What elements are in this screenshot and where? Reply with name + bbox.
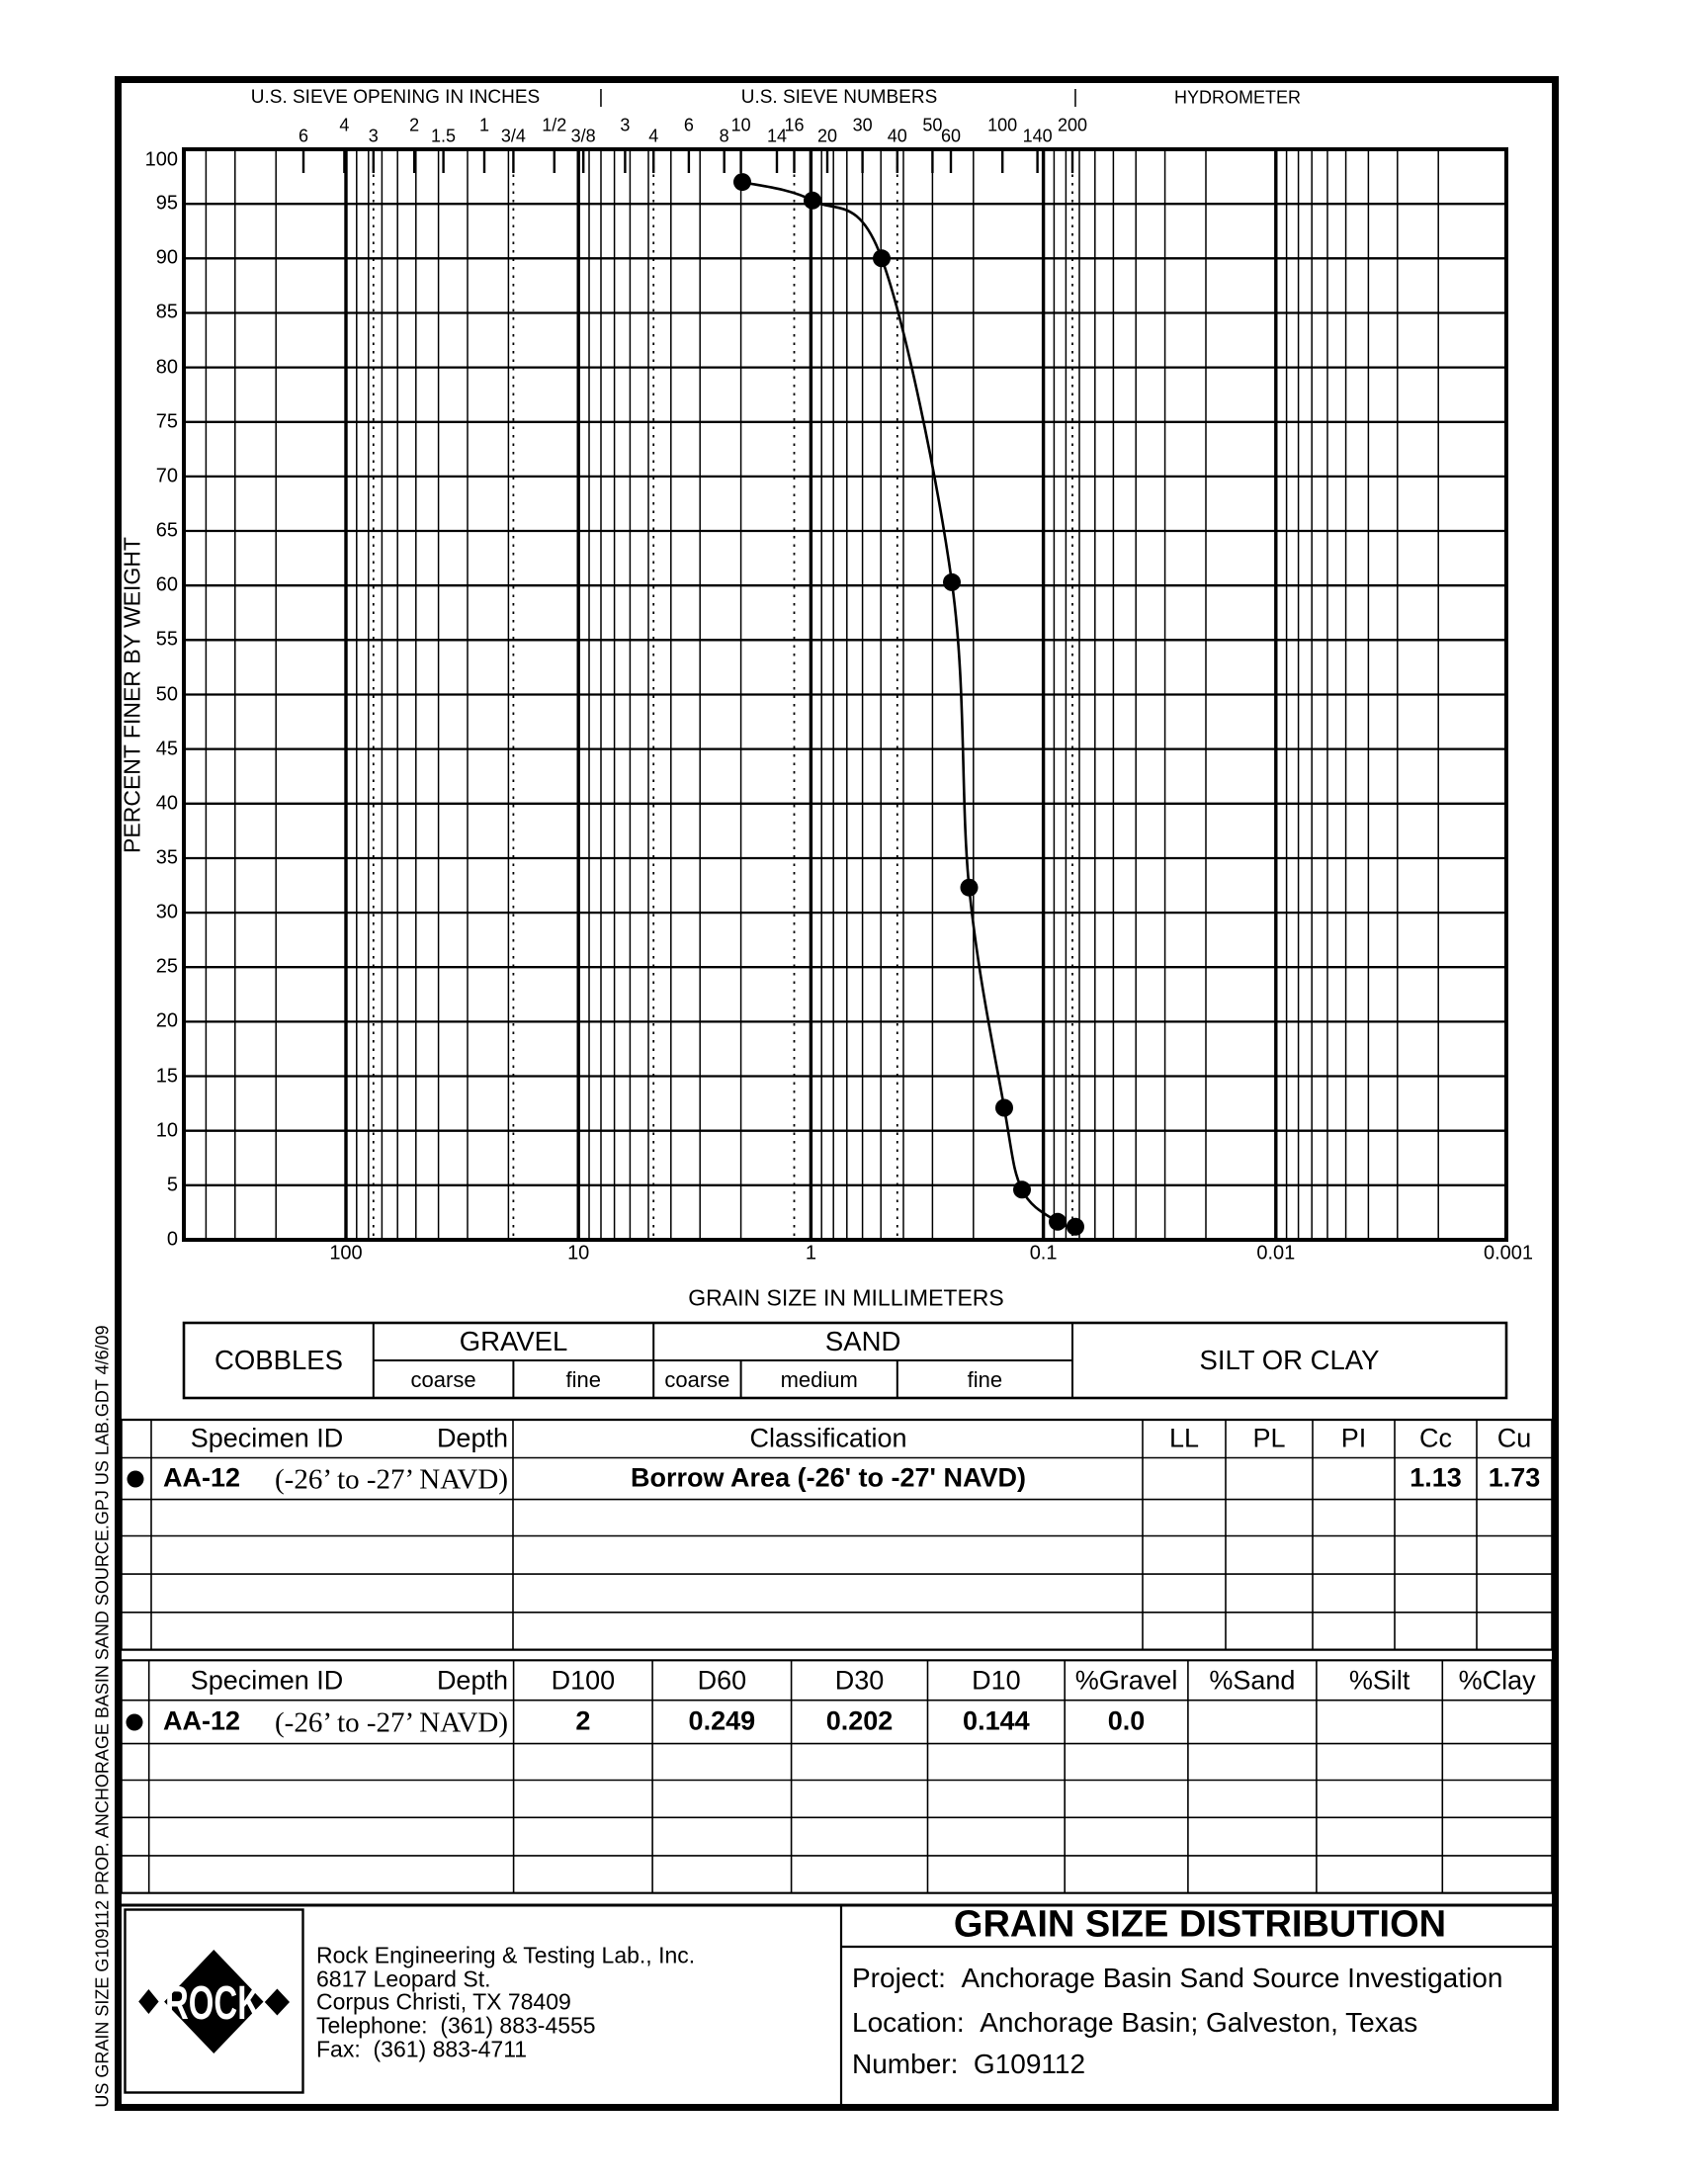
svg-text:ROCK: ROCK: [165, 1977, 261, 2030]
